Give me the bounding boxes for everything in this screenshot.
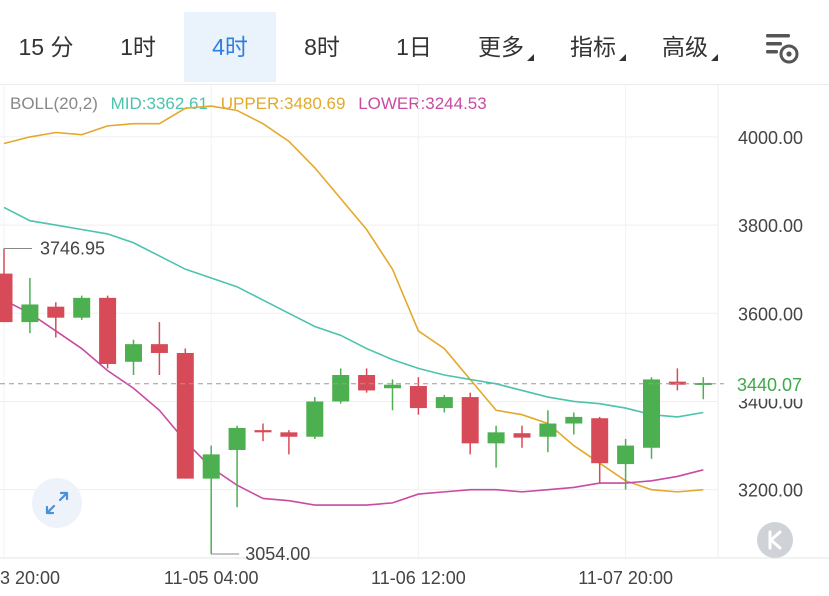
tab-label: 1日 <box>396 34 432 60</box>
candle-body[interactable] <box>358 375 376 391</box>
timeframe-tab-bar: 15 分 1时 4时 8时 1日 更多 指标 高级 <box>0 0 829 85</box>
x-tick-label: 11-06 12:00 <box>371 568 466 588</box>
x-tick-label: 3 20:00 <box>0 568 60 588</box>
y-tick-label: 4000.00 <box>738 128 803 148</box>
candle-body[interactable] <box>668 381 686 385</box>
tab-label: 更多 <box>478 34 524 60</box>
candle-body[interactable] <box>73 297 91 318</box>
expand-arrows-icon <box>45 491 69 515</box>
candle-body[interactable] <box>435 397 453 409</box>
boll-upper-line <box>3 105 704 493</box>
candle-body[interactable] <box>254 430 272 433</box>
k-line-toggle-button[interactable] <box>757 522 793 558</box>
dropdown-triangle-icon <box>527 54 534 61</box>
tab-label: 4时 <box>212 34 248 60</box>
tab-indicators[interactable]: 指标 <box>552 12 644 82</box>
tab-1d[interactable]: 1日 <box>368 12 460 82</box>
candle-body[interactable] <box>125 344 142 362</box>
boll-lower-line <box>3 299 704 506</box>
boll-upper: UPPER:3480.69 <box>220 94 346 113</box>
boll-indicator-legend: BOLL(20,2) MID:3362.61 UPPER:3480.69 LOW… <box>10 94 495 114</box>
candle-body[interactable] <box>461 397 479 444</box>
candle-body[interactable] <box>176 352 194 479</box>
candle-body[interactable] <box>487 432 505 444</box>
candle-body[interactable] <box>384 384 401 389</box>
chart-settings-icon[interactable] <box>758 30 804 66</box>
y-tick-label: 3800.00 <box>738 216 803 236</box>
candle-body[interactable] <box>306 401 324 437</box>
chart-settings-icon-svg <box>766 34 799 64</box>
k-letter-icon <box>768 530 782 550</box>
candle-body[interactable] <box>150 344 168 353</box>
candle-body[interactable] <box>513 433 531 438</box>
tab-4h[interactable]: 4时 <box>184 12 276 82</box>
dropdown-triangle-icon <box>619 54 626 61</box>
y-tick-label: 3600.00 <box>738 304 803 324</box>
candle-body[interactable] <box>202 454 220 479</box>
candle-body[interactable] <box>565 416 583 424</box>
expand-chart-button[interactable] <box>32 478 82 528</box>
candle-body[interactable] <box>228 427 246 450</box>
current-price-tag <box>724 368 829 399</box>
x-tick-label: 11-05 04:00 <box>164 568 259 588</box>
candle-body[interactable] <box>539 423 557 437</box>
candle-body[interactable] <box>21 304 39 323</box>
boll-lower: LOWER:3244.53 <box>358 94 487 113</box>
candle-body[interactable] <box>617 445 635 465</box>
tab-label: 指标 <box>570 34 616 60</box>
candle-body[interactable] <box>643 379 660 448</box>
boll-mid-line <box>3 206 704 418</box>
current-price-label: 3440.07 <box>737 375 802 395</box>
tab-more[interactable]: 更多 <box>460 12 552 82</box>
tab-label: 8时 <box>304 34 340 60</box>
candle-body[interactable] <box>332 375 350 402</box>
tab-label: 高级 <box>662 34 708 60</box>
x-tick-label: 11-07 20:00 <box>578 568 673 588</box>
boll-mid: MID:3362.61 <box>110 94 208 113</box>
tab-label: 1时 <box>120 34 156 60</box>
dropdown-triangle-icon <box>711 54 718 61</box>
tab-1h[interactable]: 1时 <box>92 12 184 82</box>
candlestick-chart[interactable]: 4000.003800.003600.003400.003200.003746.… <box>0 84 829 596</box>
candle-body[interactable] <box>409 386 427 409</box>
candle-body[interactable] <box>99 297 117 364</box>
candle-body[interactable] <box>0 273 13 323</box>
y-tick-label: 3200.00 <box>738 481 803 501</box>
tab-8h[interactable]: 8时 <box>276 12 368 82</box>
tab-15m[interactable]: 15 分 <box>0 12 92 82</box>
boll-name: BOLL(20,2) <box>10 94 98 113</box>
candle-body[interactable] <box>47 306 65 318</box>
tab-label: 15 分 <box>18 34 74 60</box>
low-annotation-label: 3054.00 <box>245 544 310 564</box>
high-annotation-label: 3746.95 <box>40 238 105 258</box>
candle-body[interactable] <box>591 418 609 464</box>
tab-advanced[interactable]: 高级 <box>644 12 736 82</box>
candle-body[interactable] <box>280 432 298 437</box>
